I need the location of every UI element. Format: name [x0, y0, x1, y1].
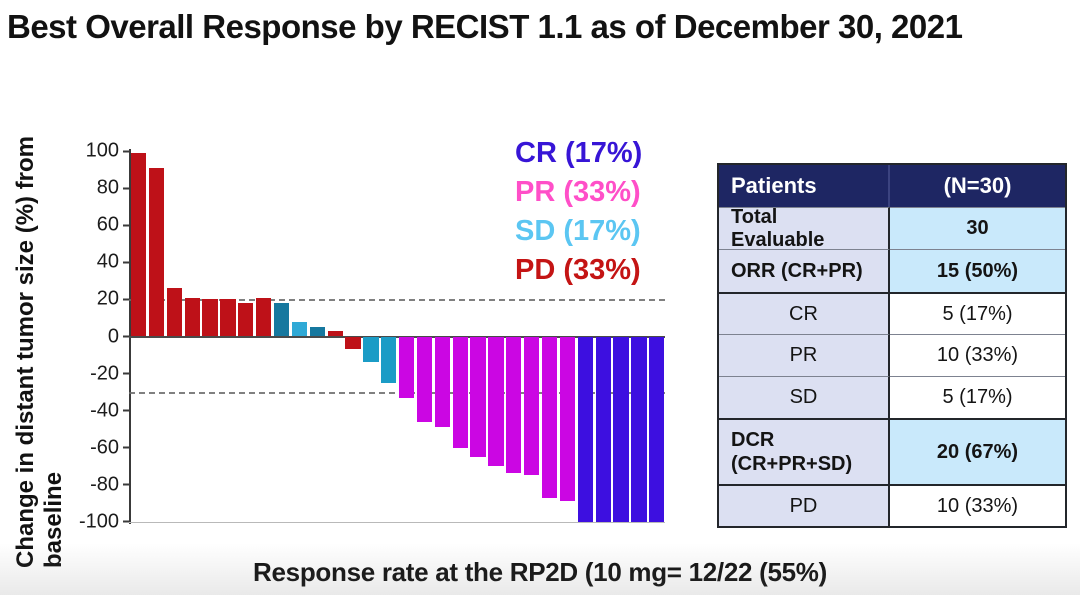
bar-14-sd	[363, 336, 379, 363]
y-tick-mark	[123, 520, 129, 523]
bar-23-pr	[524, 336, 540, 476]
bar-21-pr	[488, 336, 504, 467]
y-tick-label: -100	[78, 510, 119, 533]
bar-10-sd	[291, 321, 308, 337]
y-tick-mark	[123, 224, 129, 227]
bar-3-pd	[166, 288, 182, 337]
label-line: (CR+PR+SD)	[731, 453, 853, 475]
patients-table: Patients (N=30) Total Evaluable 30 ORR (CR…	[717, 163, 1067, 528]
bar-6-pd	[220, 299, 236, 337]
y-tick--20: -20	[90, 362, 129, 385]
y-tick-mark	[123, 446, 129, 449]
y-tick-label: 0	[107, 325, 119, 347]
y-tick-label: -60	[90, 436, 119, 459]
bar-20-pr	[470, 336, 486, 457]
y-tick-label: -20	[90, 362, 119, 385]
bar-27-cr	[595, 336, 611, 522]
y-tick-label: 100	[85, 139, 119, 162]
table-header-n: (N=30)	[890, 165, 1065, 207]
label-line: DCR	[731, 429, 775, 451]
bar-22-pr	[506, 336, 522, 474]
y-tick-20: 20	[97, 288, 129, 311]
table-row-label-text: DCR (CR+PR+SD)	[731, 428, 852, 476]
bar-15-sd	[381, 336, 397, 383]
y-axis-label: Change in distant tumor size (%) from ba…	[12, 90, 70, 568]
bar-26-cr	[577, 336, 593, 522]
bar-7-pd	[238, 303, 254, 337]
table-row-label-dcr: DCR (CR+PR+SD)	[719, 418, 890, 484]
y-tick-label: 60	[96, 213, 119, 236]
slide-title: Best Overall Response by RECIST 1.1 as o…	[7, 8, 963, 45]
bar-28-cr	[613, 336, 629, 522]
bar-2-pd	[148, 168, 165, 337]
legend-item-pr: PR (33%)	[515, 176, 641, 208]
table-row-label-pr: PR	[719, 334, 890, 376]
table-row-label-total-evaluable: Total Evaluable	[719, 206, 890, 251]
y-tick-label: 40	[96, 250, 119, 273]
y-tick-mark	[123, 335, 129, 338]
y-tick--40: -40	[90, 399, 129, 422]
bar-18-pr	[434, 336, 450, 428]
bar-12-pd	[327, 330, 343, 337]
bottom-baseline	[129, 521, 665, 523]
bar-1-pd	[131, 153, 147, 337]
y-tick-mark	[123, 298, 129, 301]
y-tick-mark	[123, 409, 129, 412]
waterfall-chart: CR (17%) PR (33%) SD (17%) PD (33%) 100 80 60…	[79, 137, 665, 532]
table-row-value-dcr: 20 (67%)	[890, 418, 1065, 484]
y-tick-mark	[123, 372, 129, 375]
table-row-label-cr: CR	[719, 292, 890, 334]
bar-24-pr	[541, 336, 558, 498]
y-tick-label: 20	[96, 287, 119, 310]
bar-29-cr	[631, 336, 647, 522]
zero-axis-line	[129, 335, 665, 338]
bar-5-pd	[202, 299, 218, 337]
table-row-value-total-evaluable: 30	[890, 207, 1065, 249]
legend-item-pd: PD (33%)	[515, 254, 641, 286]
y-tick-mark	[123, 483, 129, 486]
table-row-value-sd: 5 (17%)	[890, 376, 1065, 418]
bar-8-pd	[256, 297, 272, 337]
y-tick-label: -40	[90, 399, 119, 422]
table-row-value-orr-cr-pr-: 15 (50%)	[890, 249, 1065, 292]
bar-19-pr	[452, 336, 468, 448]
table-header-patients: Patients	[719, 165, 890, 207]
bar-9-sd	[273, 303, 290, 337]
bar-17-pr	[416, 336, 433, 422]
table-row-value-cr: 5 (17%)	[890, 292, 1065, 334]
y-tick--80: -80	[90, 473, 129, 496]
y-tick-label: 80	[96, 176, 119, 199]
table-row-label-pd: PD	[719, 484, 890, 526]
y-tick-mark	[123, 261, 129, 264]
bar-25-pr	[559, 336, 576, 502]
y-tick-80: 80	[97, 177, 129, 200]
reference-line-20	[129, 299, 665, 302]
reference-line--30	[129, 392, 665, 395]
y-tick-label: -80	[90, 473, 119, 496]
y-axis-label-line1: Change in distant tumor size (%) from	[12, 135, 39, 568]
table-row-label-sd: SD	[719, 376, 890, 418]
y-tick-0: 0	[108, 325, 129, 348]
bar-4-pd	[184, 297, 200, 337]
table-row-value-pr: 10 (33%)	[890, 334, 1065, 376]
table-row-label-orr-cr-pr-: ORR (CR+PR)	[719, 249, 890, 292]
legend-item-cr: CR (17%)	[515, 137, 643, 169]
chart-legend: CR (17%) PR (33%) SD (17%) PD (33%)	[515, 134, 642, 290]
y-tick--100: -100	[79, 510, 129, 533]
y-tick-100: 100	[86, 140, 129, 163]
y-tick-40: 40	[97, 251, 129, 274]
legend-item-sd: SD (17%)	[515, 215, 641, 247]
bottom-caption: Response rate at the RP2D (10 mg= 12/22 …	[253, 557, 827, 587]
bar-13-pd	[345, 336, 361, 350]
y-tick-mark	[123, 187, 129, 190]
bar-30-cr	[649, 336, 665, 522]
bar-16-pr	[399, 336, 415, 398]
bar-11-sd	[309, 327, 325, 337]
y-tick--60: -60	[90, 436, 129, 459]
y-tick-60: 60	[97, 214, 129, 237]
y-axis-label-line2: baseline	[40, 471, 67, 568]
table-row-value-pd: 10 (33%)	[890, 484, 1065, 526]
y-tick-mark	[123, 150, 129, 153]
